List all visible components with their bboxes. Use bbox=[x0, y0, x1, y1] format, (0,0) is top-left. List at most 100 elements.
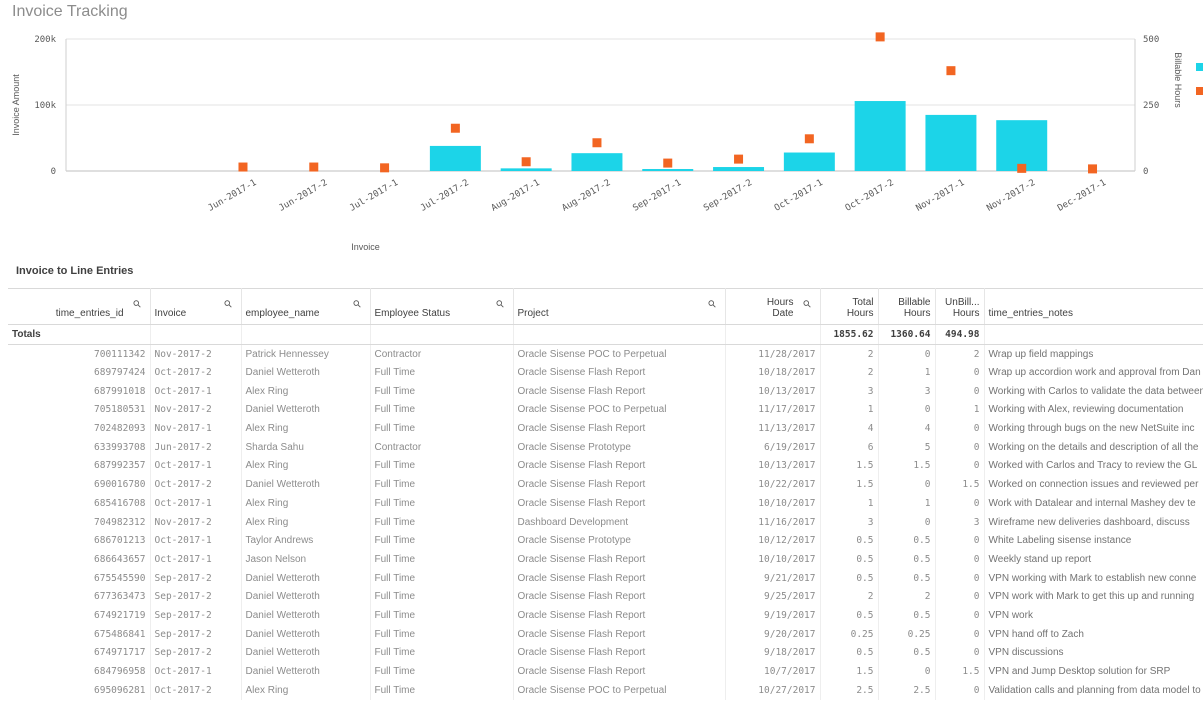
column-header[interactable]: time_entries_notes bbox=[984, 288, 1203, 325]
column-header-label: Billable Hours bbox=[898, 297, 931, 319]
unbillable-hours-cell: 1 bbox=[935, 400, 985, 420]
billable-hours-cell: 0.5 bbox=[878, 568, 936, 588]
x-axis-title: Invoice bbox=[351, 242, 380, 252]
table-row[interactable]: 686701213 Oct-2017-1 Taylor Andrews Full Ti… bbox=[8, 531, 1203, 551]
employee-status-cell: Full Time bbox=[370, 680, 514, 700]
search-icon[interactable]: ⚲ bbox=[222, 298, 236, 311]
x-tick-label: Jul-2017-1 bbox=[348, 178, 400, 214]
search-icon[interactable]: ⚲ bbox=[706, 298, 720, 311]
unbillable-hours-cell: 0 bbox=[935, 494, 985, 513]
search-icon[interactable]: ⚲ bbox=[494, 298, 508, 311]
invoice-cell: Sep-2017-2 bbox=[150, 624, 242, 644]
project-cell: Oracle Sisense POC to Perpetual bbox=[513, 400, 726, 420]
x-tick-label: Oct-2017-1 bbox=[773, 178, 825, 214]
employee-name-cell: Alex Ring bbox=[241, 456, 371, 476]
column-header[interactable]: Project ⚲ bbox=[513, 288, 726, 325]
hours-date-cell: 10/7/2017 bbox=[725, 662, 821, 681]
column-header-label: UnBill... Hours bbox=[945, 297, 980, 319]
column-header[interactable]: UnBill... Hours bbox=[935, 288, 985, 325]
hours-date-cell: 10/12/2017 bbox=[725, 531, 821, 551]
table-row[interactable]: 702482093 Nov-2017-1 Alex Ring Full Time Ora… bbox=[8, 419, 1203, 438]
search-icon[interactable]: ⚲ bbox=[351, 298, 365, 311]
table-row[interactable]: 690016780 Oct-2017-2 Daniel Wetteroth Full … bbox=[8, 475, 1203, 494]
table-row[interactable]: 677363473 Sep-2017-2 Daniel Wetteroth Full … bbox=[8, 587, 1203, 607]
invoice-cell: Sep-2017-2 bbox=[150, 587, 242, 607]
y2-tick-label: 500 bbox=[1143, 35, 1159, 45]
table-row[interactable]: 685416708 Oct-2017-1 Alex Ring Full Time Ora… bbox=[8, 494, 1203, 513]
table-row[interactable]: 700111342 Nov-2017-2 Patrick Hennessey Cont… bbox=[8, 344, 1203, 364]
search-icon[interactable]: ⚲ bbox=[131, 298, 145, 311]
project-cell: Oracle Sisense Flash Report bbox=[513, 587, 726, 607]
column-header-label: time_entries_notes bbox=[988, 308, 1074, 319]
column-header[interactable]: Invoice ⚲ bbox=[150, 288, 242, 325]
invoice-amount-bar bbox=[642, 169, 694, 171]
unbillable-hours-cell: 0 bbox=[935, 680, 985, 700]
unbillable-hours-cell: 0 bbox=[935, 437, 985, 457]
invoice-cell: Oct-2017-1 bbox=[150, 381, 242, 401]
table-row[interactable]: 686643657 Oct-2017-1 Jason Nelson Full Time… bbox=[8, 550, 1203, 569]
column-header[interactable]: Total Hours bbox=[820, 288, 879, 325]
table-row[interactable]: 675486841 Sep-2017-2 Daniel Wetteroth Full … bbox=[8, 624, 1203, 644]
employee-status-cell: Full Time bbox=[370, 475, 514, 494]
table-row[interactable]: 704982312 Nov-2017-2 Alex Ring Full Time Das… bbox=[8, 512, 1203, 532]
project-cell: Oracle Sisense Flash Report bbox=[513, 475, 726, 494]
table-row[interactable]: 705180531 Nov-2017-2 Daniel Wetteroth Full … bbox=[8, 400, 1203, 420]
employee-status-cell: Full Time bbox=[370, 400, 514, 420]
time-entries-id-cell: 684796958 bbox=[8, 662, 151, 681]
column-header[interactable]: Employee Status ⚲ bbox=[370, 288, 514, 325]
table-row[interactable]: 695096281 Oct-2017-2 Alex Ring Full Time Ora… bbox=[8, 680, 1203, 700]
project-cell: Oracle Sisense Flash Report bbox=[513, 550, 726, 569]
time-entries-id-cell: 674971717 bbox=[8, 643, 151, 663]
unbillable-hours-cell: 0 bbox=[935, 550, 985, 569]
employee-status-cell: Full Time bbox=[370, 456, 514, 476]
column-header-label: Hours Date bbox=[766, 297, 794, 319]
y2-axis-title: Billable Hours bbox=[1173, 52, 1183, 108]
hours-date-cell: 6/19/2017 bbox=[725, 437, 821, 457]
unbillable-hours-cell: 0 bbox=[935, 456, 985, 476]
invoice-amount-bar bbox=[500, 168, 552, 171]
total-hours-cell: 3 bbox=[820, 512, 879, 532]
total-hours-cell: 1 bbox=[820, 494, 879, 513]
search-icon[interactable]: ⚲ bbox=[801, 298, 815, 311]
column-header-label: time_entries_id bbox=[55, 308, 124, 319]
column-header[interactable]: Billable Hours bbox=[878, 288, 936, 325]
hours-date-cell: 10/13/2017 bbox=[725, 456, 821, 476]
time-entries-id-cell: 675486841 bbox=[8, 624, 151, 644]
column-header-label: Project bbox=[517, 308, 549, 319]
notes-cell: VPN hand off to Zach bbox=[984, 624, 1203, 644]
unbillable-hours-cell: 0 bbox=[935, 643, 985, 663]
time-entries-id-cell: 689797424 bbox=[8, 363, 151, 382]
table-row[interactable]: 675545590 Sep-2017-2 Daniel Wetteroth Full … bbox=[8, 568, 1203, 588]
x-tick-label: Aug-2017-1 bbox=[490, 178, 542, 214]
invoice-cell: Oct-2017-2 bbox=[150, 680, 242, 700]
table-row[interactable]: 674971717 Sep-2017-2 Daniel Wetteroth Full … bbox=[8, 643, 1203, 663]
employee-status-cell: Contractor bbox=[370, 437, 514, 457]
chart-canvas[interactable]: 0 100k 200k 0 250 500 Invoice Amount Billable H… bbox=[0, 28, 1203, 260]
table-row[interactable]: 687991018 Oct-2017-1 Alex Ring Full Time Ora… bbox=[8, 381, 1203, 401]
totals-row: Totals 1855.62 1360.64 494.98 bbox=[8, 324, 1203, 345]
column-header[interactable]: Hours Date ⚲ bbox=[725, 288, 821, 325]
billable-hours-cell: 0.5 bbox=[878, 606, 936, 625]
table-row[interactable]: 684796958 Oct-2017-1 Daniel Wetteroth Full … bbox=[8, 662, 1203, 681]
line-entries-table[interactable]: time_entries_id ⚲ Invoice ⚲ employee_name ⚲ Em… bbox=[8, 288, 1203, 709]
header-row: time_entries_id ⚲ Invoice ⚲ employee_name ⚲ Em… bbox=[8, 288, 1203, 325]
employee-name-cell: Patrick Hennessey bbox=[241, 344, 371, 364]
total-hours-cell: 2 bbox=[820, 587, 879, 607]
time-entries-id-cell: 685416708 bbox=[8, 494, 151, 513]
table-row[interactable]: 633993708 Jun-2017-2 Sharda Sahu Contractor… bbox=[8, 437, 1203, 457]
notes-cell: Validation calls and planning from data … bbox=[984, 680, 1203, 700]
notes-cell: Worked with Carlos and Tracy to review t… bbox=[984, 456, 1203, 476]
app-title: Invoice Tracking bbox=[12, 3, 128, 20]
billable-hours-marker bbox=[875, 32, 885, 42]
column-header[interactable]: time_entries_id ⚲ bbox=[8, 288, 151, 325]
table-row[interactable]: 689797424 Oct-2017-2 Daniel Wetteroth Full … bbox=[8, 363, 1203, 382]
x-tick-label: Sep-2017-2 bbox=[702, 178, 754, 214]
employee-name-cell: Alex Ring bbox=[241, 680, 371, 700]
billable-hours-cell: 0 bbox=[878, 344, 936, 364]
empty-cell bbox=[241, 324, 371, 345]
invoice-chart[interactable]: 0 100k 200k 0 250 500 Invoice Amount Billable H… bbox=[0, 28, 1203, 260]
column-header[interactable]: employee_name ⚲ bbox=[241, 288, 371, 325]
billable-hours-marker bbox=[734, 154, 744, 164]
table-row[interactable]: 687992357 Oct-2017-1 Alex Ring Full Time Ora… bbox=[8, 456, 1203, 476]
table-row[interactable]: 674921719 Sep-2017-2 Daniel Wetteroth Full … bbox=[8, 606, 1203, 625]
